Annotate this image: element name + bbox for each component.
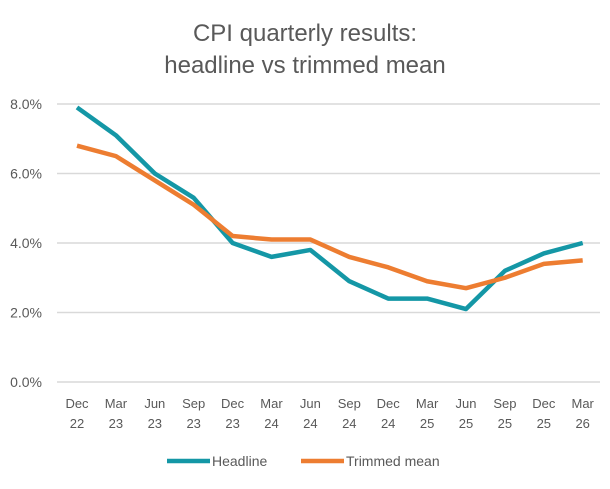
x-tick-label-year: 25 bbox=[420, 416, 434, 431]
x-tick-label-month: Mar bbox=[260, 396, 283, 411]
legend-label: Trimmed mean bbox=[346, 453, 440, 469]
x-tick-label-month: Sep bbox=[338, 396, 361, 411]
x-tick-label-month: Mar bbox=[105, 396, 128, 411]
x-tick-label-year: 25 bbox=[459, 416, 473, 431]
x-tick-label-month: Jun bbox=[144, 396, 165, 411]
x-tick-label-year: 24 bbox=[264, 416, 278, 431]
x-tick-label-month: Sep bbox=[182, 396, 205, 411]
y-tick-label: 2.0% bbox=[10, 305, 42, 321]
x-tick-label-month: Mar bbox=[572, 396, 595, 411]
x-tick-label-year: 25 bbox=[537, 416, 551, 431]
x-tick-label-month: Dec bbox=[377, 396, 401, 411]
x-tick-label-year: 24 bbox=[303, 416, 317, 431]
x-tick-label-year: 24 bbox=[381, 416, 395, 431]
x-tick-label-month: Jun bbox=[300, 396, 321, 411]
x-tick-label-year: 22 bbox=[70, 416, 84, 431]
x-tick-label-year: 23 bbox=[225, 416, 239, 431]
y-tick-label: 6.0% bbox=[10, 166, 42, 182]
x-tick-label-month: Mar bbox=[416, 396, 439, 411]
y-tick-label: 8.0% bbox=[10, 96, 42, 112]
x-tick-label-month: Dec bbox=[221, 396, 245, 411]
x-tick-label-year: 26 bbox=[575, 416, 589, 431]
chart-title-line-1: CPI quarterly results: bbox=[193, 20, 417, 47]
x-tick-label-year: 24 bbox=[342, 416, 356, 431]
x-tick-label-year: 23 bbox=[186, 416, 200, 431]
legend-label: Headline bbox=[212, 453, 267, 469]
chart-title-line-2: headline vs trimmed mean bbox=[164, 52, 445, 79]
y-tick-label: 0.0% bbox=[10, 374, 42, 390]
x-tick-label-year: 25 bbox=[498, 416, 512, 431]
x-tick-label-month: Dec bbox=[532, 396, 556, 411]
x-tick-label-month: Dec bbox=[65, 396, 89, 411]
x-tick-label-year: 23 bbox=[109, 416, 123, 431]
x-tick-label-month: Sep bbox=[493, 396, 516, 411]
y-tick-label: 4.0% bbox=[10, 235, 42, 251]
x-tick-label-year: 23 bbox=[148, 416, 162, 431]
x-tick-label-month: Jun bbox=[456, 396, 477, 411]
